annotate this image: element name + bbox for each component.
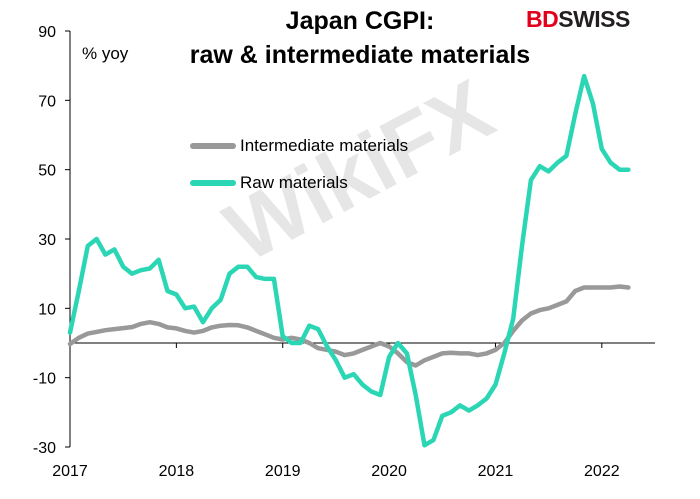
logo-bd: BD [526,6,559,32]
series-line-raw [67,73,631,448]
chart-title-line1: Japan CGPI: [285,7,435,35]
legend-swatch-raw [190,180,236,186]
legend-label-intermediate: Intermediate materials [240,136,409,155]
y-tick-label: -30 [33,440,56,457]
legend-swatch-intermediate [190,143,236,149]
series-line-intermediate [67,284,631,368]
x-tick-label: 2018 [159,463,195,480]
y-tick-label: 70 [38,93,56,110]
x-tick-label: 2020 [371,463,407,480]
logo-swiss: SWISS [558,6,630,32]
y-tick-label: 10 [38,301,56,318]
y-axis-unit-label: % yoy [82,44,129,63]
chart-title-line2: raw & intermediate materials [189,41,531,69]
y-tick-label: -10 [33,371,56,388]
y-axis-ticks: -30 -10 10 30 50 70 90 [33,24,70,457]
x-axis-ticks: 2017 2018 2019 2020 2021 2022 [52,343,620,480]
y-tick-label: 50 [38,163,56,180]
legend-item-raw: Raw materials [190,173,348,193]
x-tick-label: 2021 [478,463,514,480]
x-tick-label: 2022 [584,463,620,480]
x-tick-label: 2017 [52,463,88,480]
legend-label-raw: Raw materials [240,173,348,192]
x-tick-label: 2019 [265,463,301,480]
legend-item-intermediate: Intermediate materials [190,136,408,156]
series-lines [67,73,631,448]
y-tick-label: 90 [38,24,56,41]
bdswiss-logo: BDSWISS [526,6,630,33]
y-tick-label: 30 [38,232,56,249]
